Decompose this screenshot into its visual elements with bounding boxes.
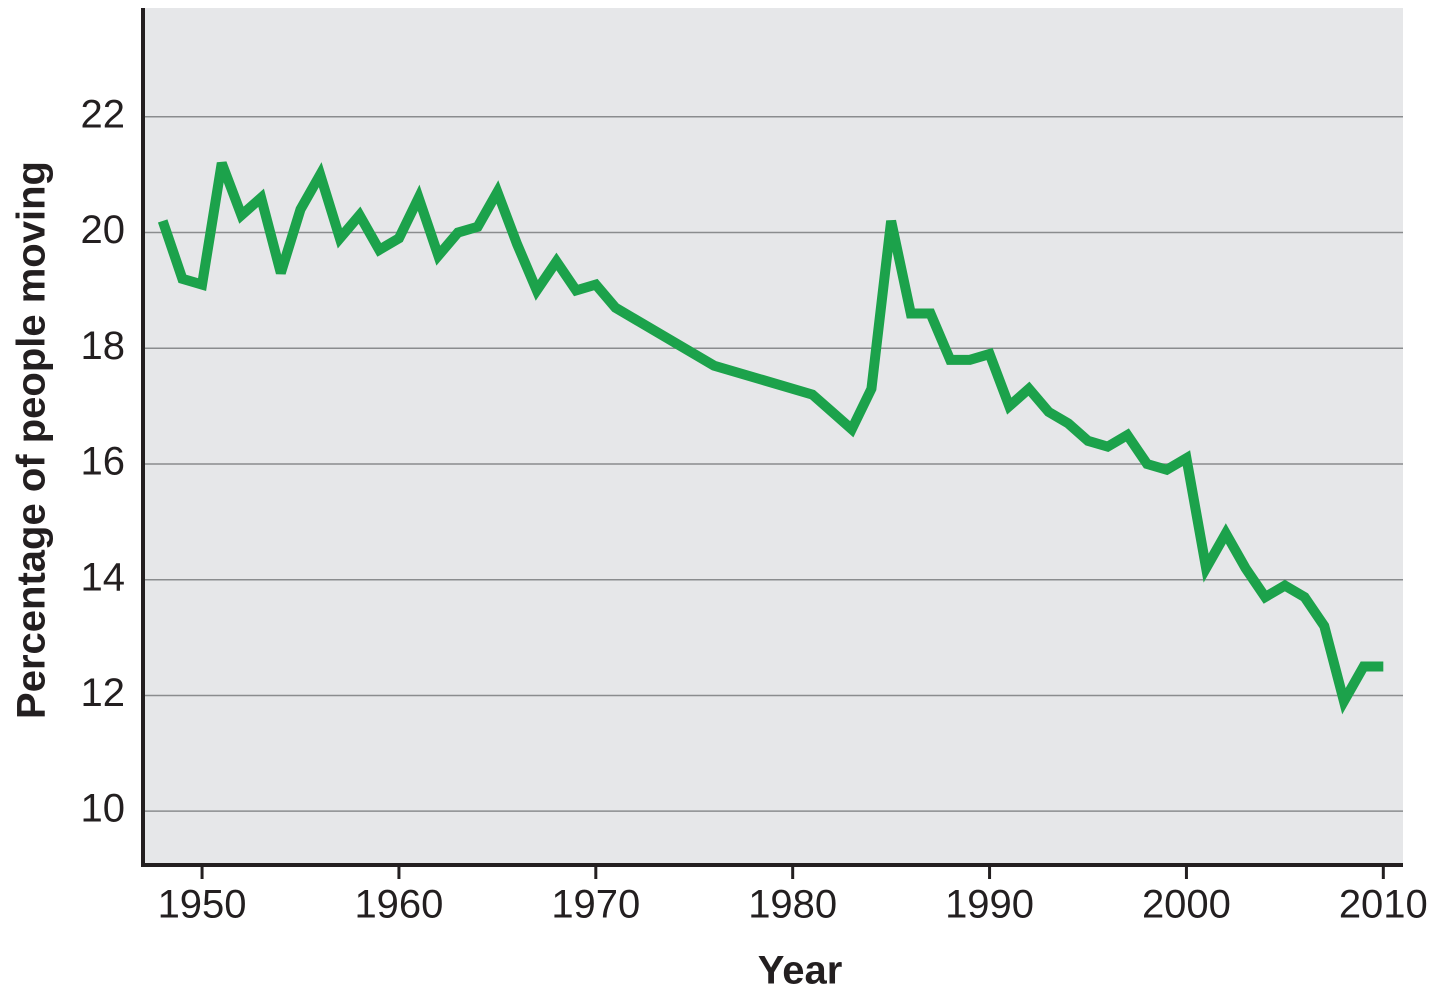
- y-tick-label: 18: [81, 324, 126, 368]
- x-tick-label: 1980: [748, 883, 837, 927]
- y-tick-label: 20: [81, 208, 126, 252]
- x-tick-label: 1960: [354, 883, 443, 927]
- x-tick-label: 1990: [945, 883, 1034, 927]
- x-axis-title: Year: [758, 949, 843, 993]
- y-tick-label: 22: [81, 92, 126, 136]
- data-line: [157, 161, 1384, 715]
- x-tick-label: 2000: [1142, 883, 1231, 927]
- x-tick-label: 1970: [551, 883, 640, 927]
- y-tick-label: 12: [81, 671, 126, 715]
- y-axis-title: Percentage of people moving: [10, 161, 54, 719]
- x-tick-label: 2010: [1339, 883, 1428, 927]
- x-tick-label: 1950: [158, 883, 247, 927]
- y-tick-label: 10: [81, 787, 126, 831]
- y-tick-label: 14: [81, 555, 126, 599]
- y-tick-label: 16: [81, 440, 126, 484]
- plot-background: [143, 8, 1403, 865]
